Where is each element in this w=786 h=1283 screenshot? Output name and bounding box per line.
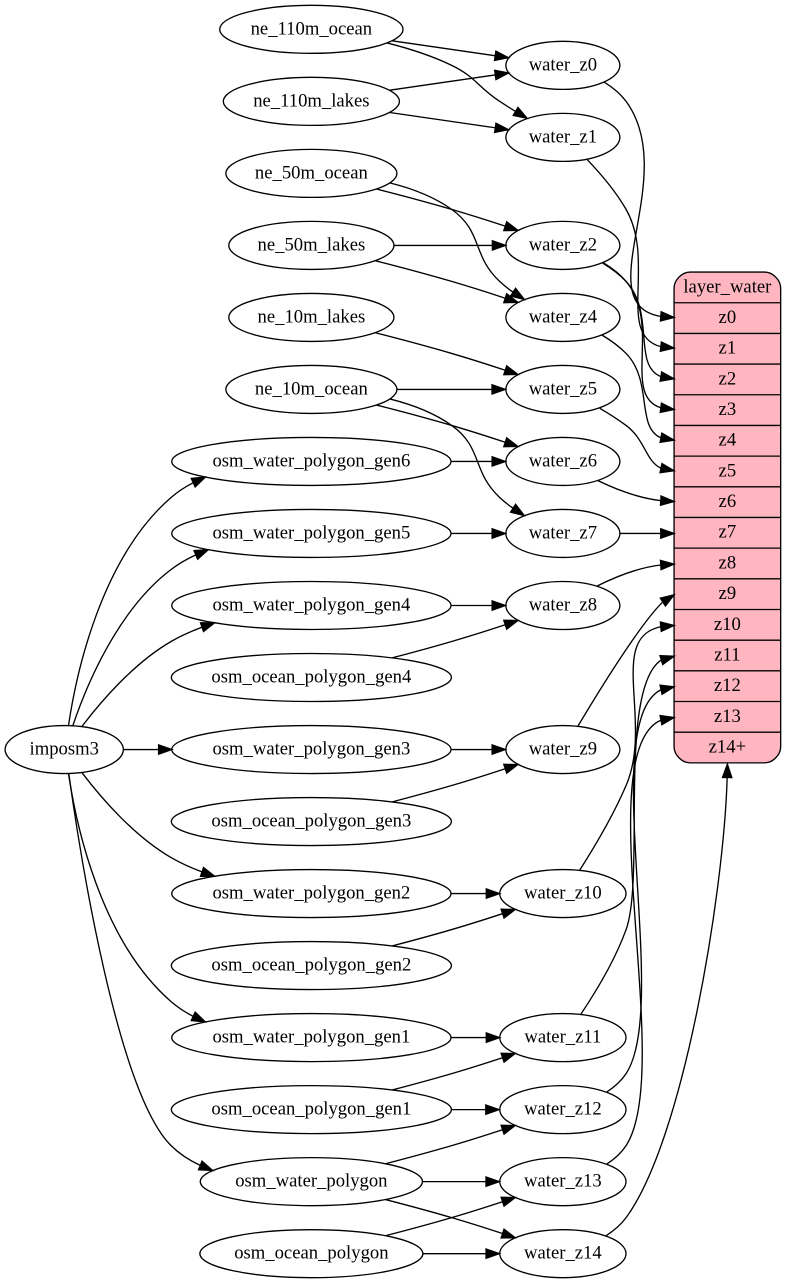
svg-text:osm_ocean_polygon_gen2: osm_ocean_polygon_gen2 [211, 955, 411, 976]
svg-text:osm_ocean_polygon_gen4: osm_ocean_polygon_gen4 [211, 666, 412, 687]
svg-text:water_z12: water_z12 [524, 1099, 602, 1120]
svg-text:osm_ocean_polygon: osm_ocean_polygon [234, 1243, 389, 1264]
svg-text:ne_50m_lakes: ne_50m_lakes [258, 234, 366, 255]
svg-text:water_z8: water_z8 [529, 594, 597, 615]
svg-text:ne_110m_lakes: ne_110m_lakes [253, 90, 369, 111]
svg-text:water_z7: water_z7 [529, 522, 597, 543]
svg-text:z12: z12 [714, 675, 741, 696]
svg-text:z6: z6 [719, 491, 737, 512]
svg-text:z10: z10 [714, 614, 741, 635]
svg-text:z5: z5 [719, 460, 737, 481]
svg-text:ne_110m_ocean: ne_110m_ocean [251, 18, 373, 39]
svg-text:z2: z2 [719, 368, 737, 389]
svg-text:z4: z4 [719, 430, 737, 451]
svg-text:osm_water_polygon_gen5: osm_water_polygon_gen5 [212, 522, 410, 543]
svg-text:z1: z1 [719, 338, 737, 359]
svg-text:water_z9: water_z9 [529, 738, 597, 759]
svg-text:z3: z3 [719, 399, 737, 420]
svg-text:water_z1: water_z1 [529, 126, 597, 147]
svg-text:z9: z9 [719, 583, 737, 604]
svg-text:imposm3: imposm3 [30, 738, 99, 759]
svg-text:water_z11: water_z11 [524, 1027, 601, 1048]
svg-text:osm_water_polygon_gen2: osm_water_polygon_gen2 [212, 882, 410, 903]
svg-text:ne_10m_lakes: ne_10m_lakes [258, 306, 366, 327]
svg-text:osm_water_polygon_gen3: osm_water_polygon_gen3 [212, 738, 410, 759]
svg-text:osm_ocean_polygon_gen3: osm_ocean_polygon_gen3 [211, 810, 411, 831]
svg-text:water_z4: water_z4 [529, 306, 598, 327]
svg-text:z14+: z14+ [709, 736, 746, 757]
svg-text:layer_water: layer_water [683, 276, 772, 297]
svg-text:osm_ocean_polygon_gen1: osm_ocean_polygon_gen1 [211, 1099, 411, 1120]
svg-text:z0: z0 [719, 307, 737, 328]
svg-text:ne_50m_ocean: ne_50m_ocean [255, 162, 369, 183]
svg-text:osm_water_polygon: osm_water_polygon [235, 1171, 388, 1192]
svg-text:water_z6: water_z6 [529, 450, 597, 471]
svg-text:water_z0: water_z0 [529, 54, 597, 75]
svg-text:water_z13: water_z13 [524, 1171, 602, 1192]
svg-text:water_z14: water_z14 [524, 1243, 602, 1264]
svg-text:water_z2: water_z2 [529, 234, 597, 255]
svg-text:water_z5: water_z5 [529, 378, 597, 399]
svg-text:osm_water_polygon_gen4: osm_water_polygon_gen4 [212, 594, 411, 615]
svg-text:osm_water_polygon_gen1: osm_water_polygon_gen1 [212, 1027, 410, 1048]
svg-text:water_z10: water_z10 [524, 882, 602, 903]
svg-text:osm_water_polygon_gen6: osm_water_polygon_gen6 [212, 450, 410, 471]
svg-text:ne_10m_ocean: ne_10m_ocean [255, 378, 369, 399]
svg-text:z11: z11 [714, 644, 740, 665]
svg-text:z7: z7 [719, 522, 737, 543]
svg-text:z13: z13 [714, 706, 741, 727]
svg-text:z8: z8 [719, 552, 737, 573]
